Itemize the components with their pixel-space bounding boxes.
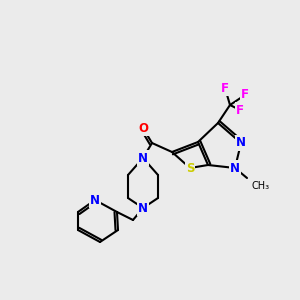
Text: O: O [138, 122, 148, 134]
Text: CH₃: CH₃ [251, 181, 269, 191]
Text: F: F [236, 103, 244, 116]
Text: N: N [90, 194, 100, 206]
Text: S: S [186, 161, 194, 175]
Text: N: N [138, 152, 148, 164]
Text: N: N [138, 202, 148, 214]
Text: N: N [236, 136, 246, 149]
Text: N: N [230, 161, 240, 175]
Text: F: F [221, 82, 229, 94]
Text: F: F [241, 88, 249, 101]
